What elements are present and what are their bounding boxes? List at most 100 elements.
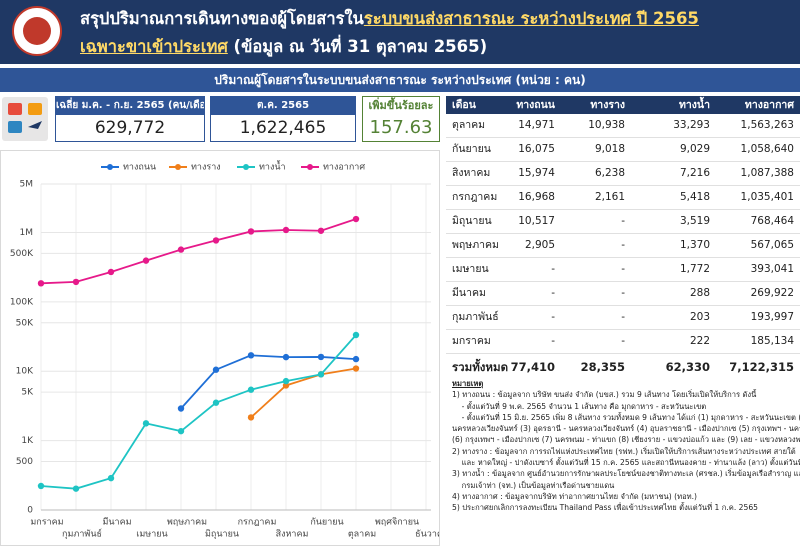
note-line: กรมเจ้าท่า (จท.) เป็นข้อมูลท่าเรือด่านชา…	[452, 480, 615, 490]
notes-title: หมายเหตุ	[452, 379, 484, 388]
title-highlight: เฉพาะขาเข้าประเทศ	[80, 37, 228, 56]
table-cell: 1,058,640	[740, 143, 794, 155]
data-point	[352, 365, 360, 372]
kpi-card: เฉลี่ย ม.ค. - ก.ย. 2565 (คน/เดือน) 629,77…	[55, 96, 205, 142]
data-point	[247, 414, 255, 421]
x-tick-label: ธันวาคม	[415, 530, 439, 540]
table-cell: 77,410	[510, 360, 555, 374]
table-row: มิถุนายน 10,517 - 3,519 768,464	[446, 210, 800, 234]
kpi-value: 629,772	[94, 118, 166, 138]
title-highlight: ระบบขนส่งสาธารณะ ระหว่างประเทศ ปี 2565	[363, 9, 699, 28]
table-cell: 1,563,263	[740, 119, 794, 131]
table-row: กุมภาพันธ์ - - 203 193,997	[446, 306, 800, 330]
table-cell: -	[551, 335, 555, 347]
data-point	[352, 215, 360, 223]
legend-marker	[107, 164, 113, 170]
data-point	[37, 482, 45, 490]
table-cell: -	[621, 311, 625, 323]
table-cell: -	[551, 287, 555, 299]
table-cell: 222	[689, 335, 710, 347]
transport-icon	[2, 97, 48, 141]
data-point	[212, 237, 220, 244]
chart: 0 500 1K 5K 10K 50K 100K 500K 1M 5M มกราคมกุมภาพัน…	[10, 160, 449, 540]
data-point	[317, 371, 325, 378]
note-line: นครหลวงเวียงจันทร์ (3) อุดรธานี - นครหลว…	[452, 424, 800, 434]
note-line: (6) กรุงเทพฯ - เมืองปากเซ (7) นครพนม - ท…	[452, 435, 800, 445]
y-tick-label: 50K	[16, 318, 34, 328]
x-tick-label: เมษายน	[136, 530, 167, 540]
kpi-card: เพิ่มขึ้นร้อยละ 157.63	[362, 96, 440, 142]
table-cell: เมษายน	[452, 263, 489, 275]
data-point	[317, 227, 325, 234]
table-cell: -	[551, 263, 555, 275]
table-cell: 3,519	[679, 215, 710, 227]
kpi-value: 1,622,465	[239, 118, 327, 138]
data-point	[282, 377, 290, 385]
table-row: เมษายน - - 1,772 393,041	[446, 258, 800, 282]
table-cell: 2,905	[524, 239, 555, 251]
data-point	[247, 228, 255, 235]
kpi-card: ต.ค. 2565 1,622,465	[210, 96, 356, 142]
table-cell: 7,216	[679, 167, 710, 179]
chart-panel: 0 500 1K 5K 10K 50K 100K 500K 1M 5M มกราคม กุมภาพัน…	[0, 150, 449, 546]
banner: ปริมาณผู้โดยสารในระบบขนส่งสาธารณะ ระหว่า…	[0, 68, 800, 92]
table-cell: 288	[689, 287, 710, 299]
table-cell: 6,238	[594, 167, 625, 179]
data-point	[212, 399, 220, 406]
table-cell: ทางถนน	[516, 99, 555, 111]
table-cell: 203	[689, 311, 710, 323]
table-cell: 33,293	[673, 119, 710, 131]
table-cell: 7,122,315	[729, 360, 794, 374]
table-row: สิงหาคม 15,974 6,238 7,216 1,087,388	[446, 162, 800, 186]
table-cell: ตุลาคม	[452, 119, 486, 131]
table-cell: 9,018	[594, 143, 625, 155]
x-tick-label: มกราคม	[30, 518, 63, 528]
x-tick-label: กรกฎาคม	[238, 518, 277, 528]
data-point	[177, 405, 185, 412]
table-cell: 1,370	[679, 239, 710, 251]
data-point	[37, 280, 45, 287]
table-cell: -	[621, 263, 625, 275]
table-cell: ทางราง	[590, 99, 625, 111]
note-line: 1) ทางถนน : ข้อมูลจาก บริษัท ขนส่ง จำกัด…	[452, 390, 757, 400]
title-text: (ข้อมูล ณ วันที่ 31 ตุลาคม 2565)	[227, 37, 488, 56]
series-line	[250, 367, 357, 419]
table-cell: กุมภาพันธ์	[452, 311, 499, 323]
title-text: สรุปปริมาณการเดินทางของผู้โดยสารใน	[80, 9, 364, 28]
series-line	[40, 218, 357, 285]
note-line: และ หาดใหญ่ - ปาดังเบซาร์ ตั้งแต่วันที่ …	[461, 458, 800, 468]
y-tick-label: 5K	[21, 388, 34, 398]
logo	[12, 6, 62, 56]
table-cell: 10,938	[588, 119, 625, 131]
table-cell: -	[621, 239, 625, 251]
table-cell: 9,029	[679, 143, 710, 155]
table-cell: 16,075	[518, 143, 555, 155]
table-cell: 15,974	[518, 167, 555, 179]
data-point	[247, 352, 255, 359]
table-cell: ทางน้ำ	[678, 99, 710, 111]
note-line: - ตั้งแต่วันที่ 9 พ.ค. 2565 จำนวน 1 เส้น…	[452, 401, 707, 411]
y-tick-label: 5M	[20, 180, 34, 190]
table-cell: 2,161	[594, 191, 625, 203]
table-cell: พฤษภาคม	[452, 239, 499, 251]
note-line: 4) ทางอากาศ : ข้อมูลจากบริษัท ท่าอากาศยา…	[452, 491, 698, 501]
legend-marker	[175, 164, 181, 170]
series-line	[40, 334, 357, 490]
data-point	[142, 420, 150, 427]
series-line	[180, 354, 357, 410]
table-cell: มิถุนายน	[452, 215, 492, 227]
table-cell: 14,971	[518, 119, 555, 131]
table-row: กรกฎาคม 16,968 2,161 5,418 1,035,401	[446, 186, 800, 210]
table-row: กันยายน 16,075 9,018 9,029 1,058,640	[446, 138, 800, 162]
table-cell: 1,087,388	[740, 167, 794, 179]
table-cell: 393,041	[750, 263, 794, 275]
data-point	[352, 331, 360, 339]
data-table: เดือน ทางถนน ทางราง ทางน้ำ ทางอากาศ ตุลาคม 14,…	[446, 96, 800, 380]
table-cell: 269,922	[750, 287, 794, 299]
icon-art	[8, 103, 42, 133]
table-total: รวมทั้งหมด 77,410 28,355 62,330 7,122,315	[446, 354, 800, 380]
legend-label: ทางอากาศ	[323, 163, 365, 173]
notes: หมายเหตุ 1) ทางถนน : ข้อมูลจาก บริษัท ขนส…	[452, 378, 800, 514]
x-tick-label: พฤษภาคม	[167, 518, 207, 528]
table-cell: 62,330	[665, 360, 710, 374]
